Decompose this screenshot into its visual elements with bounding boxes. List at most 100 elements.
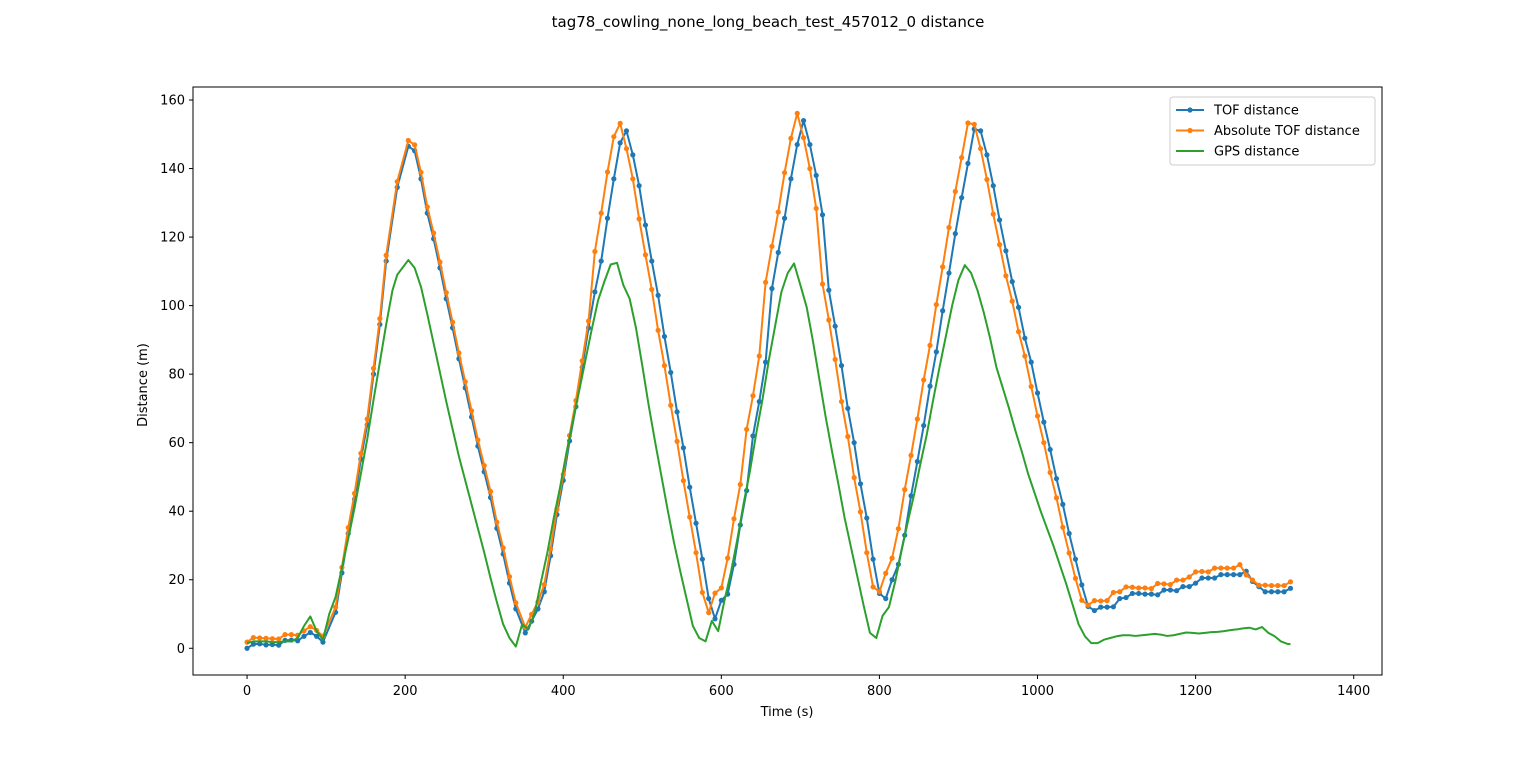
data-point-absolute-tof-distance [307,624,313,630]
data-point-absolute-tof-distance [693,550,699,556]
data-point-tof-distance [1091,607,1098,614]
data-point-absolute-tof-distance [1174,577,1180,583]
data-point-absolute-tof-distance [1193,569,1199,575]
legend-marker [1187,127,1193,134]
x-tick-label: 200 [393,684,418,699]
data-point-tof-distance [320,639,326,645]
data-point-absolute-tof-distance [1142,585,1148,591]
data-point-tof-distance [250,641,256,647]
data-point-tof-distance [1281,589,1287,595]
data-point-absolute-tof-distance [649,286,655,293]
data-point-tof-distance [263,642,269,648]
x-tick-label: 400 [551,684,576,699]
legend: TOF distance Absolute TOF distance GPS dis… [1169,96,1376,166]
data-point-tof-distance [1009,279,1015,285]
data-point-absolute-tof-distance [494,519,500,525]
data-point-absolute-tof-distance [1281,582,1287,589]
data-point-tof-distance [301,633,307,639]
data-point-tof-distance [763,359,769,365]
data-point-absolute-tof-distance [959,154,965,161]
axes-layer: 0 200 400 600 800 1000 1200 1400 0 20 40 60 80 100 120… [160,86,1383,699]
data-point-absolute-tof-distance [1047,469,1053,476]
data-point-tof-distance [1186,583,1192,590]
data-point-tof-distance [706,595,712,602]
data-point-tof-distance [1224,572,1230,578]
data-point-absolute-tof-distance [642,252,649,258]
data-point-absolute-tof-distance [921,377,927,383]
data-point-absolute-tof-distance [763,279,769,285]
data-point-absolute-tof-distance [978,146,984,152]
data-point-absolute-tof-distance [1053,495,1060,501]
data-point-tof-distance [813,172,819,179]
data-point-tof-distance [990,183,996,189]
data-point-tof-distance [592,289,598,295]
x-tick-label: 1200 [1179,684,1212,699]
data-point-absolute-tof-distance [883,570,889,576]
data-point-tof-distance [800,117,807,124]
x-tick-label: 800 [867,684,892,699]
data-point-absolute-tof-distance [813,205,819,211]
data-point-absolute-tof-distance [1003,273,1009,279]
data-point-absolute-tof-distance [1243,572,1249,578]
data-point-absolute-tof-distance [769,243,775,249]
data-point-absolute-tof-distance [946,224,952,231]
data-point-absolute-tof-distance [506,574,513,580]
data-point-absolute-tof-distance [1015,329,1022,335]
data-point-tof-distance [1262,589,1268,595]
data-point-absolute-tof-distance [737,481,743,488]
data-point-absolute-tof-distance [1066,550,1072,556]
data-point-absolute-tof-distance [257,635,263,641]
data-point-absolute-tof-distance [383,252,389,258]
data-point-absolute-tof-distance [889,555,895,561]
data-point-absolute-tof-distance [500,545,506,551]
data-point-tof-distance [598,258,604,264]
y-axis-label: Distance (m) [136,343,151,427]
data-point-absolute-tof-distance [1275,582,1281,589]
data-point-tof-distance [623,128,630,134]
data-point-absolute-tof-distance [604,169,611,175]
data-point-absolute-tof-distance [377,316,383,322]
data-point-absolute-tof-distance [674,438,680,444]
data-point-tof-distance [1129,590,1135,597]
data-point-tof-distance [889,577,895,583]
data-point-tof-distance [1136,590,1142,597]
data-point-absolute-tof-distance [1129,584,1135,590]
data-point-tof-distance [864,515,870,521]
data-point-tof-distance [952,231,958,237]
data-point-absolute-tof-distance [1091,598,1098,604]
data-point-tof-distance [649,258,655,264]
data-point-absolute-tof-distance [1155,580,1161,587]
data-point-tof-distance [1060,501,1066,507]
data-point-absolute-tof-distance [832,356,838,363]
data-point-absolute-tof-distance [475,437,481,443]
data-point-tof-distance [1161,587,1167,593]
data-point-tof-distance [617,140,623,146]
data-point-tof-distance [1148,591,1154,597]
data-point-tof-distance [712,616,718,622]
data-point-tof-distance [680,445,687,451]
data-point-absolute-tof-distance [1167,581,1173,588]
data-point-absolute-tof-distance [1268,582,1275,589]
y-tick-label: 100 [160,299,185,314]
data-point-tof-distance [307,629,313,636]
data-point-absolute-tof-distance [487,488,494,494]
data-point-absolute-tof-distance [971,121,977,127]
data-point-tof-distance [819,212,826,218]
data-point-absolute-tof-distance [1205,569,1211,575]
legend-entry-label: Absolute TOF distance [1214,124,1360,139]
data-point-tof-distance [940,308,946,314]
data-point-absolute-tof-distance [1224,565,1230,571]
data-point-tof-distance [1237,572,1243,578]
series-layer [244,110,1294,651]
y-tick-label: 80 [168,368,185,383]
data-point-absolute-tof-distance [636,216,642,222]
data-point-absolute-tof-distance [394,178,400,185]
data-point-tof-distance [914,458,920,465]
data-point-tof-distance [927,383,933,389]
data-point-absolute-tof-distance [1098,598,1104,604]
data-point-tof-distance [769,285,775,292]
data-point-tof-distance [845,405,851,412]
data-point-tof-distance [1123,594,1129,601]
data-point-tof-distance [1155,592,1161,598]
data-point-tof-distance [314,633,320,639]
